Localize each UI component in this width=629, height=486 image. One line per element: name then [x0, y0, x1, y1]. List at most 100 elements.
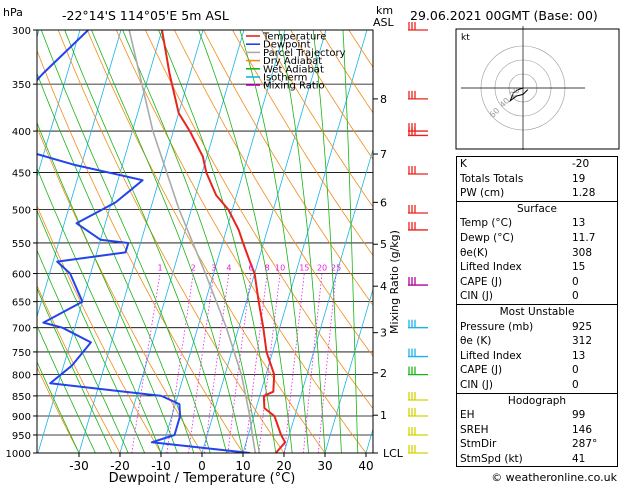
pressure-tick-label: 950 [12, 431, 31, 442]
index-row: StmSpd (kt) 41 [460, 452, 586, 465]
pressure-tick-label: 450 [12, 168, 31, 179]
x-axis-label: Dewpoint / Temperature (°C) [109, 471, 296, 486]
dewpoint-profile [37, 30, 251, 453]
mixing-ratio-line [244, 273, 268, 453]
mixing-ratio-label: 25 [331, 264, 341, 273]
wind-barbs [408, 22, 428, 454]
dry-adiabat-line [174, 30, 373, 357]
index-row: θe(K) 308 [460, 246, 593, 259]
height-tick-label: 1 [380, 409, 387, 422]
height-tick-label: 8 [380, 93, 387, 106]
hodograph-unit: kt [461, 33, 470, 43]
pressure-tick-label: 900 [12, 412, 31, 423]
wind-barb [408, 392, 428, 401]
surface-section: Surface Temp (°C) 13 Dewp (°C) 11.7 θe(K) 3… [456, 200, 618, 304]
height-unit-asl: ASL [373, 16, 395, 29]
temperature-tick-label: 20 [276, 459, 291, 473]
dry-adiabat-line [115, 30, 367, 453]
wet-adiabat-line [37, 121, 178, 453]
hodograph-trace [509, 87, 529, 103]
wind-barb [408, 204, 428, 214]
mixing-ratio-label: 3 [211, 264, 216, 273]
wet-adiabat-line [37, 287, 113, 453]
wet-adiabat-line [37, 167, 162, 453]
temperature-axis: -30 -20 -10 0 10 20 30 40 [69, 453, 374, 473]
pressure-tick-label: 650 [12, 298, 31, 309]
mixing-ratio-labels: 1 2 3 4 6 8 10 15 20 25 [158, 264, 342, 273]
mixing-ratio-line [166, 273, 194, 453]
index-row: EH 99 [460, 409, 586, 422]
temperature-profile [161, 30, 287, 453]
location-title: -22°14'S 114°05'E 5m ASL [62, 8, 229, 23]
parcel-trajectory-profile [128, 30, 257, 453]
wet-adiabat-line [91, 30, 244, 453]
dry-adiabat-line [57, 30, 285, 453]
wind-barb [408, 22, 428, 31]
isotherm-line [324, 287, 373, 453]
height-tick-label: 3 [380, 327, 387, 340]
index-row: Pressure (mb) 925 [460, 320, 593, 333]
wind-barb [408, 277, 428, 286]
mixing-ratio-label: 2 [191, 264, 196, 273]
index-row: Temp (°C) 13 [460, 217, 586, 230]
wind-barb [408, 366, 428, 376]
legend-label: Temperature [262, 32, 326, 43]
most-unstable-title: Most Unstable [499, 305, 575, 318]
index-row: StmDir 287° [460, 438, 598, 451]
isotherm-line [78, 30, 204, 453]
index-row: Lifted Index 15 [460, 261, 586, 274]
wet-adiabat-line [37, 361, 80, 453]
index-row: Totals Totals 19 [460, 172, 586, 185]
dry-adiabat-line [261, 30, 373, 208]
wind-barb [408, 127, 428, 137]
isotherm-line [242, 30, 368, 453]
wind-barb [408, 426, 428, 436]
dry-adiabat-line [37, 49, 244, 453]
temperature-tick-label: -30 [69, 459, 89, 473]
mixing-ratio-line [131, 273, 161, 453]
height-tick-label: 7 [380, 148, 387, 161]
height-tick-label: LCL [383, 447, 404, 460]
temperature-tick-label: 0 [198, 459, 206, 473]
temperature-tick-label: 10 [235, 459, 250, 473]
pressure-axis: 300 350 400 450 500 550 600 650 700 750 800 850 900 9… [6, 26, 37, 460]
legend-label: Isotherm [263, 73, 307, 84]
indices-panel: K -20 Totals Totals 19 PW (cm) 1.28 Surface… [456, 156, 618, 468]
index-row: CAPE (J) 0 [460, 275, 579, 288]
index-row: K -20 [460, 158, 590, 170]
wind-barb [408, 407, 428, 417]
surface-title: Surface [516, 202, 557, 215]
mixing-ratio-axis-label: Mixing Ratio (g/kg) [388, 230, 401, 334]
wind-barb [408, 90, 428, 100]
wind-barb [408, 221, 428, 231]
height-tick-label: 5 [380, 238, 387, 251]
dry-adiabat-line [232, 30, 373, 257]
isotherm-line [37, 30, 122, 318]
mixing-ratio-label: 10 [275, 264, 285, 273]
pressure-tick-label: 550 [12, 239, 31, 250]
indices-top-section: K -20 Totals Totals 19 PW (cm) 1.28 [456, 156, 618, 201]
height-tick-label: 2 [380, 367, 387, 380]
height-axis: 8 7 6 5 4 3 2 1 LCL [372, 30, 404, 460]
index-row: CAPE (J) 0 [460, 364, 579, 377]
dry-adiabat-line [203, 30, 373, 306]
index-row: Dewp (°C) 11.7 [460, 231, 596, 244]
isotherm-line [283, 147, 373, 453]
isotherm-line [201, 30, 327, 453]
pressure-tick-label: 850 [12, 392, 31, 403]
mixing-ratio-line [188, 273, 215, 453]
wind-barb [408, 445, 428, 454]
index-row: CIN (J) 0 [460, 290, 579, 303]
mixing-ratio-label: 6 [248, 264, 253, 273]
legend-label: Parcel Trajectory [263, 48, 346, 59]
hodograph-section: Hodograph EH 99 SREH 146 StmDir 287° StmSpd… [456, 392, 618, 468]
wet-adiabat-line [278, 30, 326, 453]
wind-barb [408, 319, 428, 329]
pressure-unit-label: hPa [3, 6, 23, 19]
dry-adiabat-line [37, 126, 203, 453]
mixing-ratio-label: 4 [226, 264, 231, 273]
mixing-ratio-label: 1 [158, 264, 163, 273]
